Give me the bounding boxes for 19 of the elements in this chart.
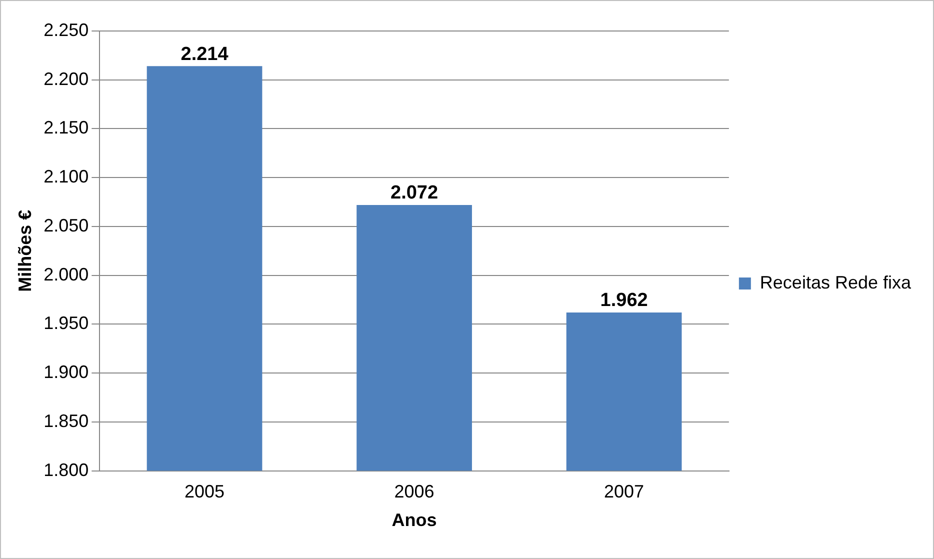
y-axis-title: Milhões € bbox=[14, 210, 35, 292]
y-tick-label: 2.000 bbox=[44, 264, 89, 284]
legend-label: Receitas Rede fixa bbox=[760, 272, 912, 292]
y-tick-label: 2.200 bbox=[44, 68, 89, 89]
y-tick-label: 2.250 bbox=[44, 20, 89, 40]
y-tick-label: 1.950 bbox=[44, 313, 89, 334]
data-label: 2.072 bbox=[390, 182, 438, 204]
y-tick-label: 1.900 bbox=[44, 362, 89, 382]
y-tick-label: 2.100 bbox=[44, 166, 89, 187]
x-axis-title: Anos bbox=[392, 510, 437, 530]
data-label: 1.962 bbox=[600, 290, 648, 312]
y-tick-label: 2.150 bbox=[44, 118, 89, 138]
x-tick-label: 2007 bbox=[604, 482, 644, 502]
data-label: 2.214 bbox=[180, 44, 229, 65]
x-tick-label: 2006 bbox=[394, 482, 434, 502]
y-tick-label: 1.800 bbox=[44, 460, 89, 480]
y-tick-label: 2.050 bbox=[44, 215, 89, 236]
y-tick-label: 1.850 bbox=[44, 410, 89, 431]
x-tick-label: 2005 bbox=[184, 482, 225, 502]
